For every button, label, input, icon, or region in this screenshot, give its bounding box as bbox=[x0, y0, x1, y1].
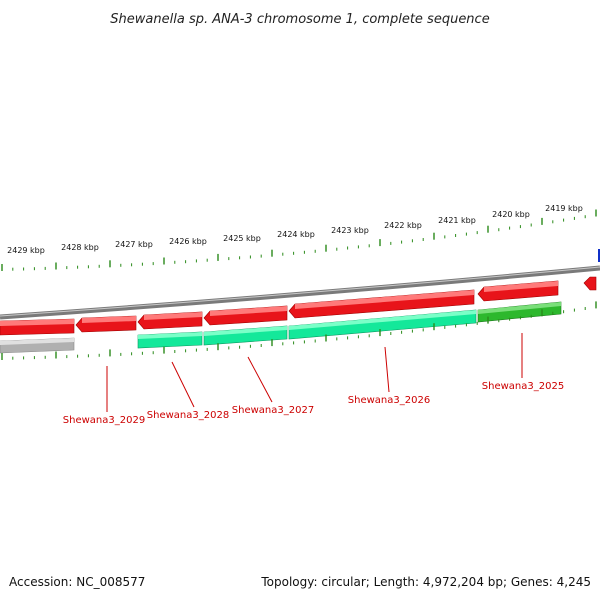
leader-line bbox=[384, 346, 390, 393]
genome-summary-text: Topology: circular; Length: 4,972,204 bp… bbox=[260, 575, 591, 589]
ruler-label-2428: 2428 kbp bbox=[61, 243, 99, 252]
map-title: Shewanella sp. ANA-3 chromosome 1, compl… bbox=[110, 12, 489, 27]
ruler-label-2425: 2425 kbp bbox=[223, 234, 261, 243]
cds-arrow[interactable] bbox=[583, 276, 597, 291]
gene-bar-highlight bbox=[289, 310, 476, 330]
gene-label-shewana3-2029[interactable]: Shewana3_2029 bbox=[63, 415, 145, 426]
outer-ruler bbox=[1, 209, 597, 271]
backbone-arc bbox=[0, 265, 600, 320]
cds-arrow-highlight bbox=[484, 281, 558, 292]
gene-label-leaders bbox=[106, 333, 523, 412]
gene-track bbox=[0, 301, 562, 354]
cds-arrow-highlight bbox=[0, 319, 74, 326]
ruler-label-2429: 2429 kbp bbox=[7, 246, 45, 255]
gene-bar-highlight bbox=[138, 332, 202, 339]
gene-bar-highlight bbox=[204, 326, 287, 336]
ruler-label-2426: 2426 kbp bbox=[169, 237, 207, 246]
gene-label-shewana3-2027[interactable]: Shewana3_2027 bbox=[232, 405, 314, 416]
gene-label-shewana3-2025[interactable]: Shewana3_2025 bbox=[482, 381, 564, 392]
cds-track bbox=[0, 276, 597, 336]
backbone-arc-highlight bbox=[0, 266, 600, 317]
cds-arrow-highlight bbox=[144, 312, 202, 320]
inner-ruler bbox=[1, 301, 597, 360]
gene-bar-highlight bbox=[0, 338, 74, 345]
gene-bar-highlight bbox=[478, 302, 561, 314]
accession-text: Accession: NC_008577 bbox=[9, 575, 145, 589]
cds-arrow-highlight bbox=[295, 290, 474, 309]
ruler-label-2422: 2422 kbp bbox=[384, 221, 422, 230]
ruler-label-2427: 2427 kbp bbox=[115, 240, 153, 249]
cds-arrow-highlight bbox=[210, 306, 287, 316]
gene-labels: Shewana3_2029 Shewana3_2028 Shewana3_202… bbox=[63, 381, 564, 426]
ruler-label-2420: 2420 kbp bbox=[492, 210, 530, 219]
leader-line bbox=[171, 361, 195, 408]
leader-line bbox=[247, 356, 273, 403]
ruler-label-2423: 2423 kbp bbox=[331, 226, 369, 235]
ruler-label-2419: 2419 kbp bbox=[545, 204, 583, 213]
ruler-label-2421: 2421 kbp bbox=[438, 216, 476, 225]
cds-arrow-highlight bbox=[82, 316, 136, 323]
gene-label-shewana3-2026[interactable]: Shewana3_2026 bbox=[348, 395, 430, 406]
gene-label-shewana3-2028[interactable]: Shewana3_2028 bbox=[147, 410, 229, 421]
ruler-labels: 2429 kbp 2428 kbp 2427 kbp 2426 kbp 2425… bbox=[7, 204, 583, 255]
ruler-label-2424: 2424 kbp bbox=[277, 230, 315, 239]
